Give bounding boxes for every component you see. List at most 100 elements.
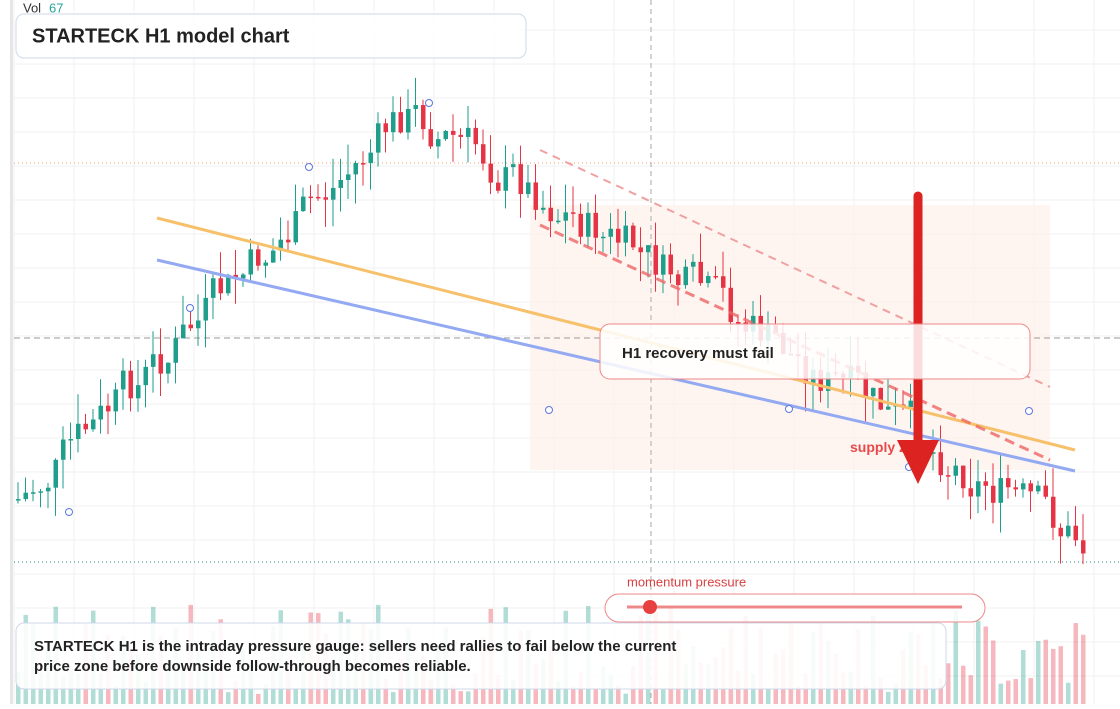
volume-bar — [961, 665, 966, 704]
candle — [968, 488, 973, 497]
description: STARTECK H1 is the intraday pressure gau… — [34, 638, 677, 675]
volume-bar — [976, 620, 981, 704]
volume-bar — [623, 693, 628, 704]
candle — [76, 423, 81, 440]
candle — [488, 163, 493, 183]
candle — [188, 324, 193, 329]
volume-bar — [946, 663, 951, 704]
volume-bar — [496, 675, 501, 704]
callout-text: H1 recovery must fail — [622, 345, 774, 362]
candle — [428, 129, 433, 147]
candle — [721, 276, 726, 288]
candle — [293, 211, 298, 243]
candle — [23, 492, 28, 500]
candle — [31, 492, 36, 494]
candle — [548, 207, 553, 222]
volume-bar — [556, 681, 561, 704]
volume-bar — [616, 685, 621, 704]
candle — [503, 167, 508, 191]
candle — [466, 127, 471, 137]
volume-bar — [233, 680, 238, 704]
volume-bar — [796, 686, 801, 704]
candle — [818, 369, 823, 391]
candle — [136, 385, 141, 399]
candle — [421, 105, 426, 130]
candle — [38, 491, 43, 493]
volume-value: 67 — [49, 0, 63, 15]
title-box — [15, 13, 527, 59]
description-wrap: STARTECK H1 is the intraday pressure gau… — [34, 638, 677, 675]
volume-bar — [511, 679, 516, 704]
volume-bar — [1036, 640, 1041, 704]
volume-bar — [451, 684, 456, 704]
candle — [878, 387, 883, 410]
candle — [826, 372, 831, 391]
volume-bar — [863, 685, 868, 704]
volume-bar — [458, 691, 463, 704]
volume-bar — [61, 676, 66, 704]
candle — [308, 196, 313, 199]
volume-label: Vol — [23, 0, 41, 15]
volume-bar — [1081, 634, 1086, 704]
candle — [68, 439, 73, 441]
volume-bar — [998, 683, 1003, 704]
candle — [863, 372, 868, 397]
candle — [556, 220, 561, 223]
candle — [151, 354, 156, 367]
volume-bar — [571, 686, 576, 704]
candle — [946, 475, 951, 477]
candle — [623, 225, 628, 243]
volume-bar — [1073, 623, 1078, 704]
volume-bar — [226, 692, 231, 704]
volume-bar — [983, 626, 988, 704]
candle — [173, 338, 178, 363]
candle — [578, 213, 583, 237]
candle — [391, 112, 396, 133]
volume-bar — [16, 672, 21, 704]
candle — [256, 249, 261, 266]
candle — [413, 105, 418, 109]
candle — [166, 362, 171, 374]
candle — [16, 499, 21, 501]
candle — [1051, 496, 1056, 528]
candle — [931, 452, 936, 454]
candle — [1028, 483, 1033, 492]
candle — [646, 245, 651, 253]
candle — [511, 164, 516, 168]
candle — [571, 212, 576, 214]
candle — [526, 182, 531, 195]
candle — [713, 275, 718, 278]
callout-box — [599, 323, 1031, 380]
candle — [331, 187, 336, 200]
candle — [691, 261, 696, 267]
candle — [271, 250, 276, 263]
candle — [1021, 483, 1026, 490]
candle — [983, 481, 988, 486]
candle — [683, 266, 688, 286]
candle — [368, 152, 373, 164]
candle — [1073, 525, 1078, 541]
candle — [316, 196, 321, 199]
volume-bar — [593, 689, 598, 704]
candle — [481, 144, 486, 164]
candle — [676, 274, 681, 286]
volume-bar — [113, 685, 118, 704]
candle — [961, 465, 966, 489]
candle — [143, 366, 148, 386]
volume-bar — [1006, 680, 1011, 704]
volume-bar — [886, 691, 891, 704]
candle — [46, 487, 51, 492]
candle — [616, 228, 621, 243]
candle — [61, 439, 66, 460]
candle — [991, 485, 996, 503]
volume-bar — [383, 678, 388, 704]
candle — [218, 278, 223, 294]
candle — [976, 481, 981, 497]
candle — [698, 261, 703, 284]
candle — [406, 108, 411, 133]
candle — [1006, 478, 1011, 488]
candle — [518, 164, 523, 195]
candle — [1081, 540, 1086, 554]
